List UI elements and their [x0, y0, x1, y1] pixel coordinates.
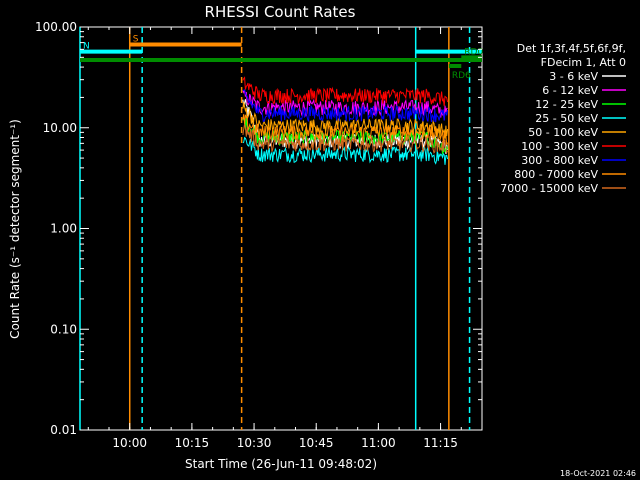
- vertical-lines: [79, 27, 471, 430]
- series-line-6: [242, 89, 449, 123]
- y-tick-label: 100.00: [35, 20, 77, 34]
- flag-bar-label: RD6: [452, 71, 471, 81]
- y-tick-label: 1.00: [50, 222, 77, 236]
- legend-label: 50 - 100 keV: [528, 126, 598, 139]
- footer-date: 18-Oct-2021 02:46: [560, 469, 636, 478]
- legend: Det 1f,3f,4f,5f,6f,9f,FDecim 1, Att 03 -…: [500, 42, 626, 195]
- plot-frame: [79, 26, 483, 431]
- legend-header: Det 1f,3f,4f,5f,6f,9f,: [517, 42, 626, 55]
- x-tick-label: 11:15: [423, 436, 458, 450]
- x-tick-label: 10:45: [299, 436, 334, 450]
- legend-label: 12 - 25 keV: [535, 98, 598, 111]
- y-tick-label: 0.01: [50, 423, 77, 437]
- x-tick-label: 10:15: [175, 436, 210, 450]
- flag-bar-label: N: [83, 42, 90, 52]
- y-tick-label: 10.00: [43, 121, 77, 135]
- legend-label: 25 - 50 keV: [535, 112, 598, 125]
- legend-header: FDecim 1, Att 0: [541, 56, 626, 69]
- flag-bar-label: RD0: [464, 47, 483, 57]
- legend-label: 300 - 800 keV: [521, 154, 598, 167]
- series-line-5: [242, 76, 449, 107]
- flag-bar-label: S: [133, 35, 139, 45]
- series-line-8: [242, 123, 449, 155]
- x-tick-label: 11:00: [361, 436, 396, 450]
- x-axis: 10:00 10:15 10:30 10:45 11:00 11:15: [87, 27, 483, 450]
- x-axis-label: Start Time (26-Jun-11 09:48:02): [185, 457, 377, 471]
- legend-label: 3 - 6 keV: [549, 70, 598, 83]
- series-line-7: [242, 114, 449, 146]
- y-axis: 0.01 0.10 1.00 10.00 100.00: [35, 20, 482, 437]
- legend-label: 7000 - 15000 keV: [500, 182, 598, 195]
- y-tick-label: 0.10: [50, 322, 77, 336]
- flag-bars: S N RD6 RD0: [80, 35, 483, 81]
- legend-label: 100 - 300 keV: [521, 140, 598, 153]
- chart-title: RHESSI Count Rates: [205, 3, 356, 21]
- legend-label: 6 - 12 keV: [542, 84, 598, 97]
- legend-label: 800 - 7000 keV: [514, 168, 598, 181]
- x-tick-label: 10:00: [112, 436, 147, 450]
- series-line-3: [242, 136, 449, 165]
- y-axis-label: Count Rate (s⁻¹ detector segment⁻¹): [8, 119, 22, 339]
- x-tick-label: 10:30: [237, 436, 272, 450]
- series-group: [242, 76, 449, 165]
